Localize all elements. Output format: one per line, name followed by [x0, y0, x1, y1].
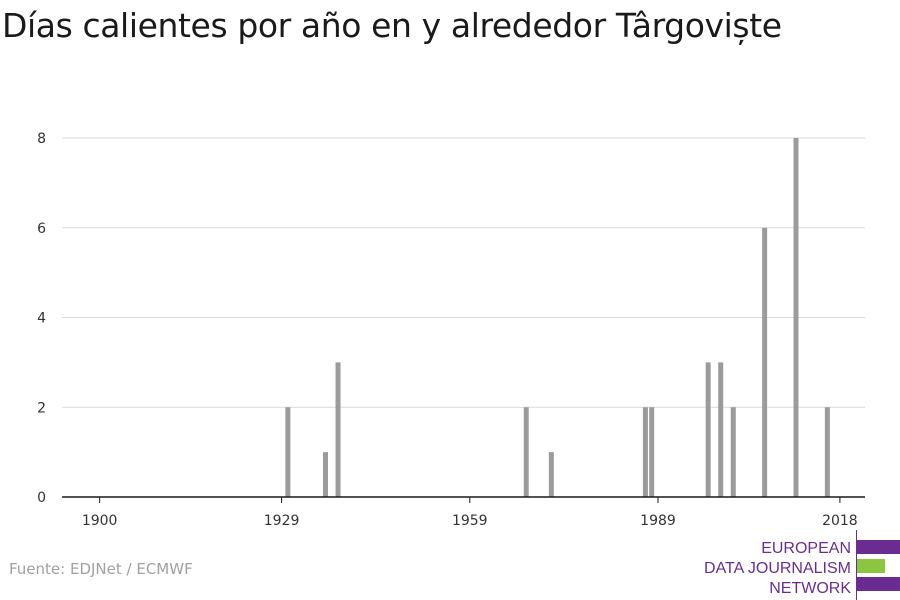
- edjnet-logo: EUROPEAN DATA JOURNALISM NETWORK: [700, 530, 900, 600]
- y-tick-label: 4: [37, 311, 46, 327]
- logo-bar-purple-bottom: [857, 577, 900, 591]
- logo-text: EUROPEAN DATA JOURNALISM NETWORK: [704, 539, 851, 599]
- logo-bar-purple-top: [857, 540, 900, 554]
- logo-line: NETWORK: [769, 580, 851, 597]
- bar: [322, 452, 328, 497]
- bars: [285, 138, 830, 497]
- y-tick-label: 2: [37, 400, 46, 416]
- bar: [285, 407, 291, 497]
- x-tick-label: 2018: [822, 513, 858, 529]
- axes: [62, 496, 865, 503]
- y-tick-label: 6: [37, 221, 46, 237]
- chart-title: Días calientes por año en y alrededor Tâ…: [2, 6, 782, 45]
- logo-bar-green: [857, 559, 885, 573]
- source-note: Fuente: EDJNet / ECMWF: [9, 560, 193, 578]
- x-tick-label: 1929: [264, 513, 300, 529]
- y-tick-label: 8: [37, 131, 46, 147]
- bar: [649, 407, 655, 497]
- logo-line: EUROPEAN: [761, 540, 851, 557]
- logo-line: DATA JOURNALISM: [704, 560, 851, 577]
- y-tick-label: 0: [37, 490, 46, 506]
- bar: [642, 407, 648, 497]
- x-tick-label: 1989: [640, 513, 676, 529]
- x-tick-labels: 1900 1929 1959 1989 2018: [82, 513, 858, 529]
- bar: [824, 407, 830, 497]
- x-tick-label: 1959: [452, 513, 488, 529]
- bar: [705, 362, 711, 497]
- bar: [730, 407, 736, 497]
- bar: [718, 362, 724, 497]
- logo-divider: [856, 530, 857, 600]
- gridlines: [62, 137, 865, 408]
- bar: [548, 452, 554, 497]
- bar: [335, 362, 341, 497]
- bar: [523, 407, 529, 497]
- bar: [762, 227, 768, 497]
- y-tick-labels: 0 2 4 6 8: [37, 131, 46, 506]
- x-tick-label: 1900: [82, 513, 118, 529]
- bar: [793, 138, 799, 497]
